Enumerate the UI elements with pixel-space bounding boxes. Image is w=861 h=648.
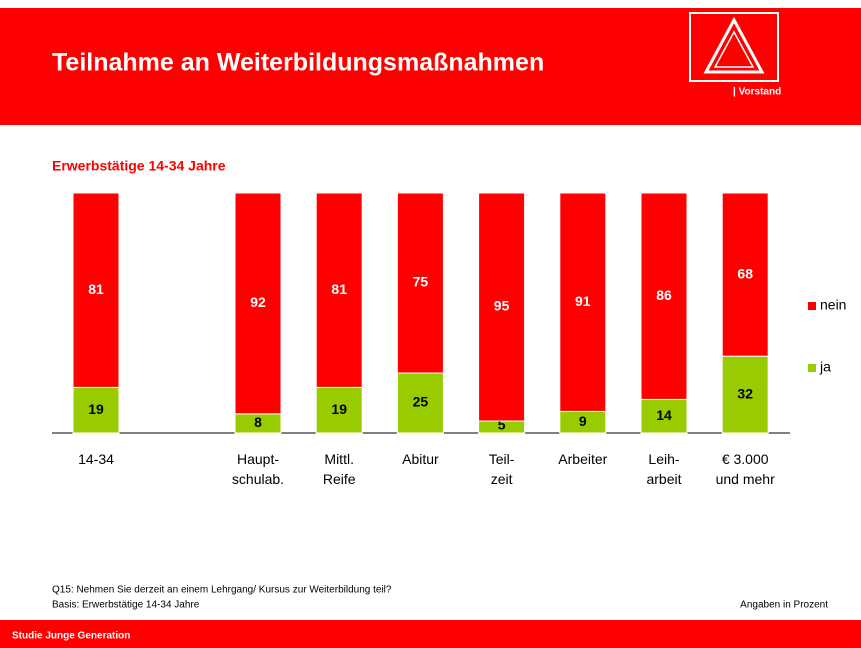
footer-text: Studie Junge Generation [12, 631, 130, 642]
value-label: 86 [656, 287, 672, 303]
x-tick-label: Abitur [402, 451, 439, 467]
value-label: 14 [656, 407, 672, 423]
chart-subtitle: Erwerbstätige 14-34 Jahre [52, 158, 226, 174]
x-tick-label: Mittl. Reife [323, 451, 356, 487]
legend-label: nein [820, 297, 846, 313]
value-label: 68 [737, 265, 753, 281]
x-tick-label: € 3.000 und mehr [716, 451, 775, 487]
x-tick-label: Teil-zeit [489, 451, 515, 487]
x-tick-label: Arbeiter [558, 451, 607, 467]
x-tick-label: Haupt-schulab. [232, 451, 284, 487]
value-label: 95 [494, 298, 510, 314]
value-label: 25 [413, 394, 429, 410]
legend-label: ja [819, 359, 831, 375]
value-label: 91 [575, 293, 591, 309]
legend-swatch [808, 364, 816, 372]
bar-segment [721, 192, 769, 357]
unit-note: Angaben in Prozent [740, 600, 828, 611]
org-label: | Vorstand [733, 87, 781, 98]
note: Q15: Nehmen Sie derzeit an einem Lehrgan… [52, 585, 392, 596]
x-tick-label: Leih-arbeit [646, 451, 681, 487]
value-label: 5 [498, 417, 506, 433]
value-label: 8 [254, 414, 262, 430]
legend-swatch [808, 302, 816, 310]
value-label: 81 [88, 281, 104, 297]
bar-segment [315, 192, 363, 388]
bar-segment [72, 386, 120, 434]
bar-segment [640, 192, 688, 400]
x-tick-label: 14-34 [78, 451, 114, 467]
slide-title: Teilnahme an Weiterbildungsmaßnahmen [52, 49, 544, 77]
value-label: 19 [88, 401, 104, 417]
value-label: 32 [737, 385, 753, 401]
bar-segment [478, 192, 526, 422]
value-label: 75 [413, 274, 429, 290]
value-label: 19 [331, 401, 347, 417]
bar-segment [640, 398, 688, 434]
bar-segment [234, 192, 282, 415]
bar-segment [72, 192, 120, 388]
value-label: 9 [579, 413, 587, 429]
bar-segment [559, 192, 607, 412]
bar-segment [396, 192, 444, 374]
logo [689, 12, 779, 82]
footer-band [0, 620, 861, 648]
note: Basis: Erwerbstätige 14-34 Jahre [52, 600, 200, 611]
value-label: 92 [250, 294, 266, 310]
value-label: 81 [331, 281, 347, 297]
